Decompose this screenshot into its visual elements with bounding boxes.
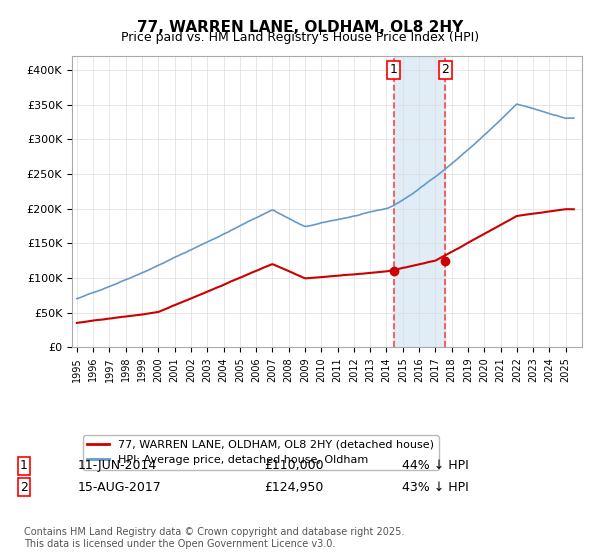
Bar: [394, 56, 445, 347]
Text: £110,000: £110,000: [264, 459, 323, 473]
Text: 1: 1: [20, 459, 28, 473]
Legend: 77, WARREN LANE, OLDHAM, OL8 2HY (detached house), HPI: Average price, detached : 77, WARREN LANE, OLDHAM, OL8 2HY (detach…: [83, 435, 439, 470]
Text: 44% ↓ HPI: 44% ↓ HPI: [402, 459, 469, 473]
Text: 15-AUG-2017: 15-AUG-2017: [78, 480, 162, 494]
Text: 43% ↓ HPI: 43% ↓ HPI: [402, 480, 469, 494]
Text: 11-JUN-2014: 11-JUN-2014: [78, 459, 157, 473]
Text: 2: 2: [20, 480, 28, 494]
Text: 77, WARREN LANE, OLDHAM, OL8 2HY: 77, WARREN LANE, OLDHAM, OL8 2HY: [137, 20, 463, 35]
Text: Price paid vs. HM Land Registry's House Price Index (HPI): Price paid vs. HM Land Registry's House …: [121, 31, 479, 44]
Text: 1: 1: [390, 63, 398, 76]
Text: 2: 2: [442, 63, 449, 76]
Text: Contains HM Land Registry data © Crown copyright and database right 2025.
This d: Contains HM Land Registry data © Crown c…: [24, 527, 404, 549]
Text: £124,950: £124,950: [264, 480, 323, 494]
